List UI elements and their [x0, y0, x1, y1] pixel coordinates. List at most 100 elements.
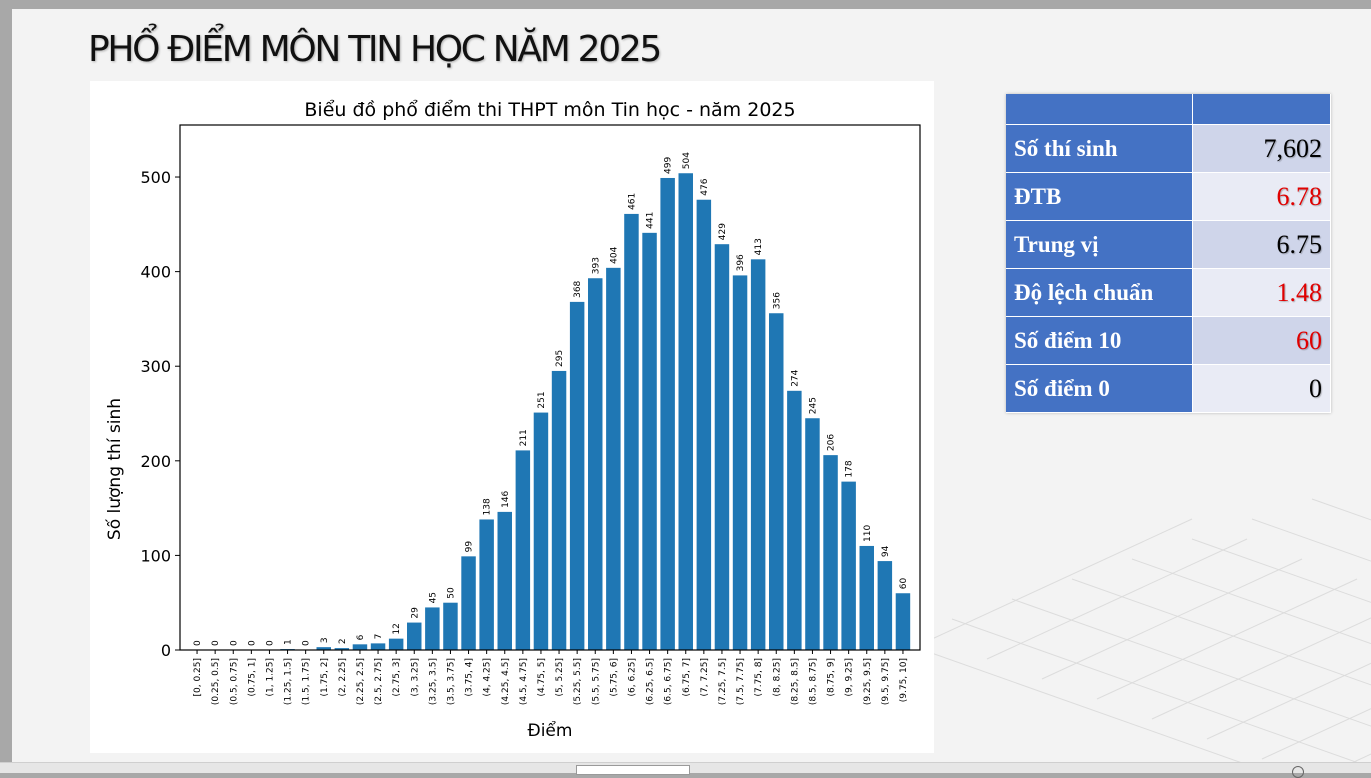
- x-tick-label: (0.25, 0.5]: [211, 658, 221, 705]
- x-tick-label: (5.5, 5.75]: [591, 658, 601, 705]
- x-tick-label: (1.5, 1.75]: [302, 658, 312, 705]
- bar-data-label: 251: [537, 391, 547, 408]
- grid-line: [931, 518, 1193, 640]
- grid-line: [1071, 578, 1371, 686]
- table-row: Số thí sinh 7,602: [1006, 125, 1331, 173]
- chart-bar: [624, 213, 639, 650]
- bar-data-label: 7: [374, 634, 384, 640]
- x-tick-label: (1, 1.25]: [265, 658, 275, 697]
- status-input-field[interactable]: [576, 765, 690, 775]
- bar-data-label: 178: [845, 460, 855, 477]
- plot-frame: [179, 124, 921, 651]
- chart-bar: [895, 593, 911, 650]
- bar-data-label: 1: [284, 639, 294, 645]
- x-tick-label: (2, 2.25]: [338, 658, 348, 697]
- decorative-grid-background: [891, 498, 1371, 772]
- x-tick-label: (8.25, 8.5]: [790, 658, 800, 705]
- bar-data-label: 274: [790, 369, 800, 386]
- grid-line: [1041, 558, 1303, 680]
- grid-line: [1011, 598, 1371, 727]
- chart-bar: [370, 643, 386, 650]
- grid-line: [1330, 753, 1371, 772]
- x-tick-label: (7.5, 7.75]: [736, 658, 746, 705]
- bar-data-label: 206: [827, 434, 837, 451]
- table-row: Trung vị 6.75: [1006, 221, 1331, 269]
- bar-data-label: 461: [627, 193, 637, 210]
- x-tick-label: (9.75, 10]: [899, 658, 909, 702]
- axes-group: [0, 0.25] (0.25, 0.5] (0.5, 0.75] (0.75, 1]…: [140, 124, 921, 705]
- bar-data-label: 356: [772, 292, 782, 309]
- grid-line: [1151, 617, 1371, 720]
- bar-data-label: 476: [700, 178, 710, 195]
- grid-line: [986, 538, 1248, 660]
- chart-bar: [678, 173, 693, 651]
- grid-line: [1311, 498, 1371, 521]
- bar-data-label: 0: [193, 640, 203, 646]
- stat-label-std-dev: Độ lệch chuẩn: [1006, 269, 1193, 317]
- x-tick-label: (6.75, 7]: [682, 658, 692, 697]
- stat-label-median: Trung vị: [1006, 221, 1193, 269]
- stat-label-candidates: Số thí sinh: [1006, 125, 1193, 173]
- bar-data-label: 499: [664, 157, 674, 174]
- x-tick-label: (6.5, 6.75]: [664, 658, 674, 705]
- bar-data-label: 413: [754, 238, 764, 255]
- chart-bar: [787, 390, 802, 650]
- statistics-table: Số thí sinh 7,602 ĐTB 6.78 Trung vị 6.75…: [1006, 94, 1331, 413]
- bar-data-label: 0: [302, 640, 312, 646]
- chart-bar: [841, 481, 856, 650]
- x-tick-label: (9.5, 9.75]: [881, 658, 891, 705]
- chart-bar: [750, 259, 766, 650]
- chart-bar: [660, 177, 675, 651]
- chart-bar: [769, 313, 784, 650]
- stat-value-candidates: 7,602: [1193, 125, 1331, 173]
- y-tick-label: 200: [140, 452, 171, 471]
- stat-label-mean: ĐTB: [1006, 173, 1193, 221]
- y-tick-label: 0: [161, 641, 171, 660]
- x-tick-label: (3.25, 3.5]: [428, 658, 438, 705]
- bar-data-label: 404: [609, 246, 619, 263]
- chart-bar: [533, 412, 549, 650]
- table-row: Số điểm 0 0: [1006, 365, 1331, 413]
- chart-bar: [334, 648, 350, 650]
- grid-line: [1191, 538, 1371, 603]
- stat-label-score-0: Số điểm 0: [1006, 365, 1193, 413]
- bar-data-label: 3: [320, 637, 330, 643]
- bar-group: 0 0 0 0 0 1 0 3 2 6 7 12 29 45 50 99 138 146 211 251 295 368 3…: [193, 152, 911, 651]
- x-tick-label: (4.25, 4.5]: [501, 658, 511, 705]
- bar-data-label: 0: [265, 640, 275, 646]
- x-tick-label: (5.25, 5.5]: [573, 658, 583, 705]
- chart-bar: [497, 511, 512, 650]
- y-tick-label: 500: [140, 168, 171, 187]
- chart-bar: [479, 519, 494, 650]
- bar-data-label: 110: [863, 524, 873, 541]
- zoom-icon[interactable]: [1292, 766, 1304, 778]
- bar-data-label: 99: [465, 541, 475, 553]
- chart-bar: [316, 647, 331, 650]
- stat-value-score-0: 0: [1193, 365, 1331, 413]
- x-tick-label: (1.75, 2]: [320, 658, 330, 697]
- status-bar: [0, 762, 1371, 778]
- page-title: PHỔ ĐIỂM MÔN TIN HỌC NĂM 2025: [88, 29, 662, 70]
- grid-line: [1261, 708, 1371, 760]
- x-tick-label: (1.25, 1.5]: [284, 658, 294, 705]
- x-tick-label: (3.5, 3.75]: [446, 658, 456, 705]
- chart-bar: [696, 199, 712, 650]
- chart-bar: [823, 455, 838, 650]
- chart-bar: [714, 244, 730, 650]
- chart-bar: [732, 275, 748, 650]
- stat-value-std-dev: 1.48: [1193, 269, 1331, 317]
- chart-bar: [352, 644, 368, 650]
- table-header-cell: [1006, 94, 1193, 125]
- y-axis-label: Số lượng thí sinh: [104, 398, 125, 540]
- bar-data-label: 45: [428, 592, 438, 603]
- x-tick-label: (0.75, 1]: [247, 658, 257, 697]
- x-tick-label: (4.5, 4.75]: [519, 658, 529, 705]
- bar-data-label: 60: [899, 578, 909, 590]
- x-tick-label: (7.25, 7.5]: [718, 658, 728, 705]
- table-header-cell: [1193, 94, 1331, 125]
- y-tick-label: 300: [140, 357, 171, 376]
- bar-data-label: 50: [446, 587, 456, 599]
- bar-data-label: 146: [501, 490, 511, 507]
- x-tick-label: (5.75, 6]: [609, 658, 619, 697]
- bar-data-label: 295: [555, 350, 565, 367]
